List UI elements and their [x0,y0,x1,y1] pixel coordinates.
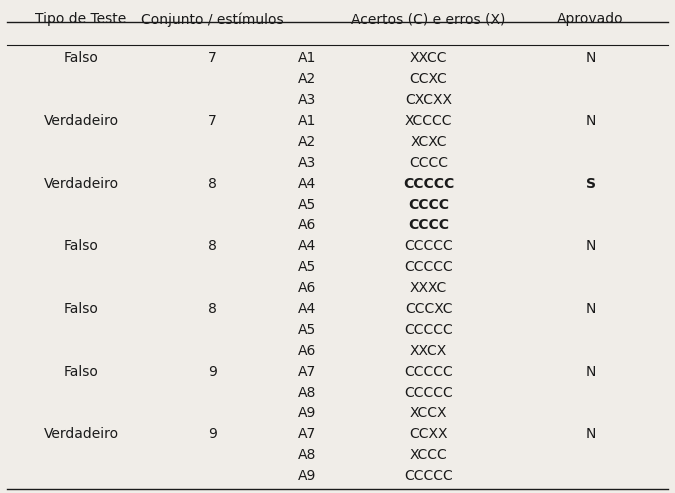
Text: Verdadeiro: Verdadeiro [43,427,119,441]
Text: A8: A8 [298,386,317,399]
Text: XXCX: XXCX [410,344,448,358]
Text: A9: A9 [298,406,317,421]
Text: Tipo de Teste: Tipo de Teste [35,12,127,26]
Text: A6: A6 [298,218,317,232]
Text: N: N [585,51,596,65]
Text: Falso: Falso [63,239,99,253]
Text: A3: A3 [298,156,317,170]
Text: N: N [585,427,596,441]
Text: CCCCC: CCCCC [404,365,453,379]
Text: A2: A2 [298,72,317,86]
Text: CCCCC: CCCCC [403,176,454,191]
Text: XCXC: XCXC [410,135,447,149]
Text: CCXC: CCXC [410,72,448,86]
Text: XCCCC: XCCCC [405,114,452,128]
Text: 7: 7 [209,114,217,128]
Text: CCCCC: CCCCC [404,260,453,274]
Text: 9: 9 [208,427,217,441]
Text: A5: A5 [298,198,317,211]
Text: CCXX: CCXX [409,427,448,441]
Text: A3: A3 [298,93,317,107]
Text: A7: A7 [298,365,317,379]
Text: A6: A6 [298,344,317,358]
Text: Conjunto / estímulos: Conjunto / estímulos [141,12,284,27]
Text: Falso: Falso [63,302,99,316]
Text: A8: A8 [298,448,317,462]
Text: A6: A6 [298,281,317,295]
Text: CCCC: CCCC [408,198,449,211]
Text: A1: A1 [298,51,317,65]
Text: CCCCC: CCCCC [404,386,453,399]
Text: Verdadeiro: Verdadeiro [43,176,119,191]
Text: 8: 8 [208,176,217,191]
Text: S: S [586,176,595,191]
Text: N: N [585,239,596,253]
Text: CCCXC: CCCXC [405,302,452,316]
Text: A4: A4 [298,302,317,316]
Text: XXCC: XXCC [410,51,448,65]
Text: 8: 8 [208,302,217,316]
Text: Falso: Falso [63,365,99,379]
Text: Falso: Falso [63,51,99,65]
Text: Verdadeiro: Verdadeiro [43,114,119,128]
Text: CCCC: CCCC [409,156,448,170]
Text: XCCC: XCCC [410,448,448,462]
Text: Aprovado: Aprovado [558,12,624,26]
Text: 8: 8 [208,239,217,253]
Text: CCCCC: CCCCC [404,469,453,483]
Text: Acertos (C) e erros (X): Acertos (C) e erros (X) [352,12,506,26]
Text: A5: A5 [298,260,317,274]
Text: 7: 7 [209,51,217,65]
Text: XXXC: XXXC [410,281,448,295]
Text: CCCCC: CCCCC [404,239,453,253]
Text: N: N [585,365,596,379]
Text: CCCC: CCCC [408,218,449,232]
Text: N: N [585,302,596,316]
Text: A4: A4 [298,176,317,191]
Text: A1: A1 [298,114,317,128]
Text: A4: A4 [298,239,317,253]
Text: A9: A9 [298,469,317,483]
Text: A5: A5 [298,323,317,337]
Text: 9: 9 [208,365,217,379]
Text: XCCX: XCCX [410,406,448,421]
Text: A7: A7 [298,427,317,441]
Text: A2: A2 [298,135,317,149]
Text: CXCXX: CXCXX [405,93,452,107]
Text: CCCCC: CCCCC [404,323,453,337]
Text: N: N [585,114,596,128]
